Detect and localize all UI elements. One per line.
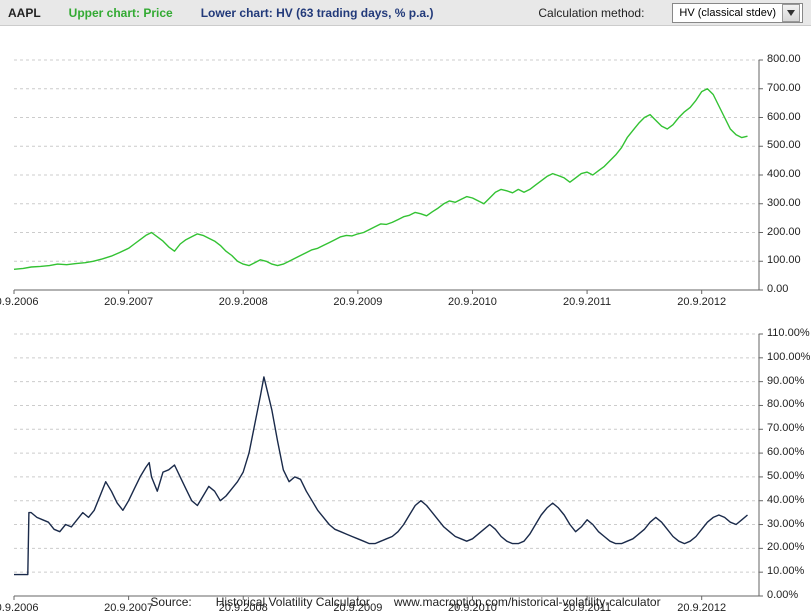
calc-method-dropdown[interactable]: HV (classical stdev) <box>672 3 803 23</box>
lower-chart-label: Lower chart: HV (63 trading days, % p.a.… <box>201 6 434 20</box>
footer-source-label: Source: <box>150 595 191 609</box>
price-chart <box>0 56 811 316</box>
chart-header: AAPL Upper chart: Price Lower chart: HV … <box>0 0 811 26</box>
chart-footer: Source: Historical Volatility Calculator… <box>0 589 811 609</box>
calc-method-label: Calculation method: <box>538 6 644 20</box>
hv-chart-line <box>14 377 748 575</box>
chevron-down-icon <box>782 4 800 22</box>
footer-source-url: www.macroption.com/historical-volatility… <box>394 595 661 609</box>
price-chart-line <box>14 89 748 269</box>
calc-method-dropdown-value: HV (classical stdev) <box>679 7 776 19</box>
ticker-symbol: AAPL <box>8 6 41 20</box>
hv-chart <box>0 330 811 615</box>
footer-source-name: Historical Volatility Calculator <box>216 595 370 609</box>
upper-chart-label: Upper chart: Price <box>69 6 173 20</box>
